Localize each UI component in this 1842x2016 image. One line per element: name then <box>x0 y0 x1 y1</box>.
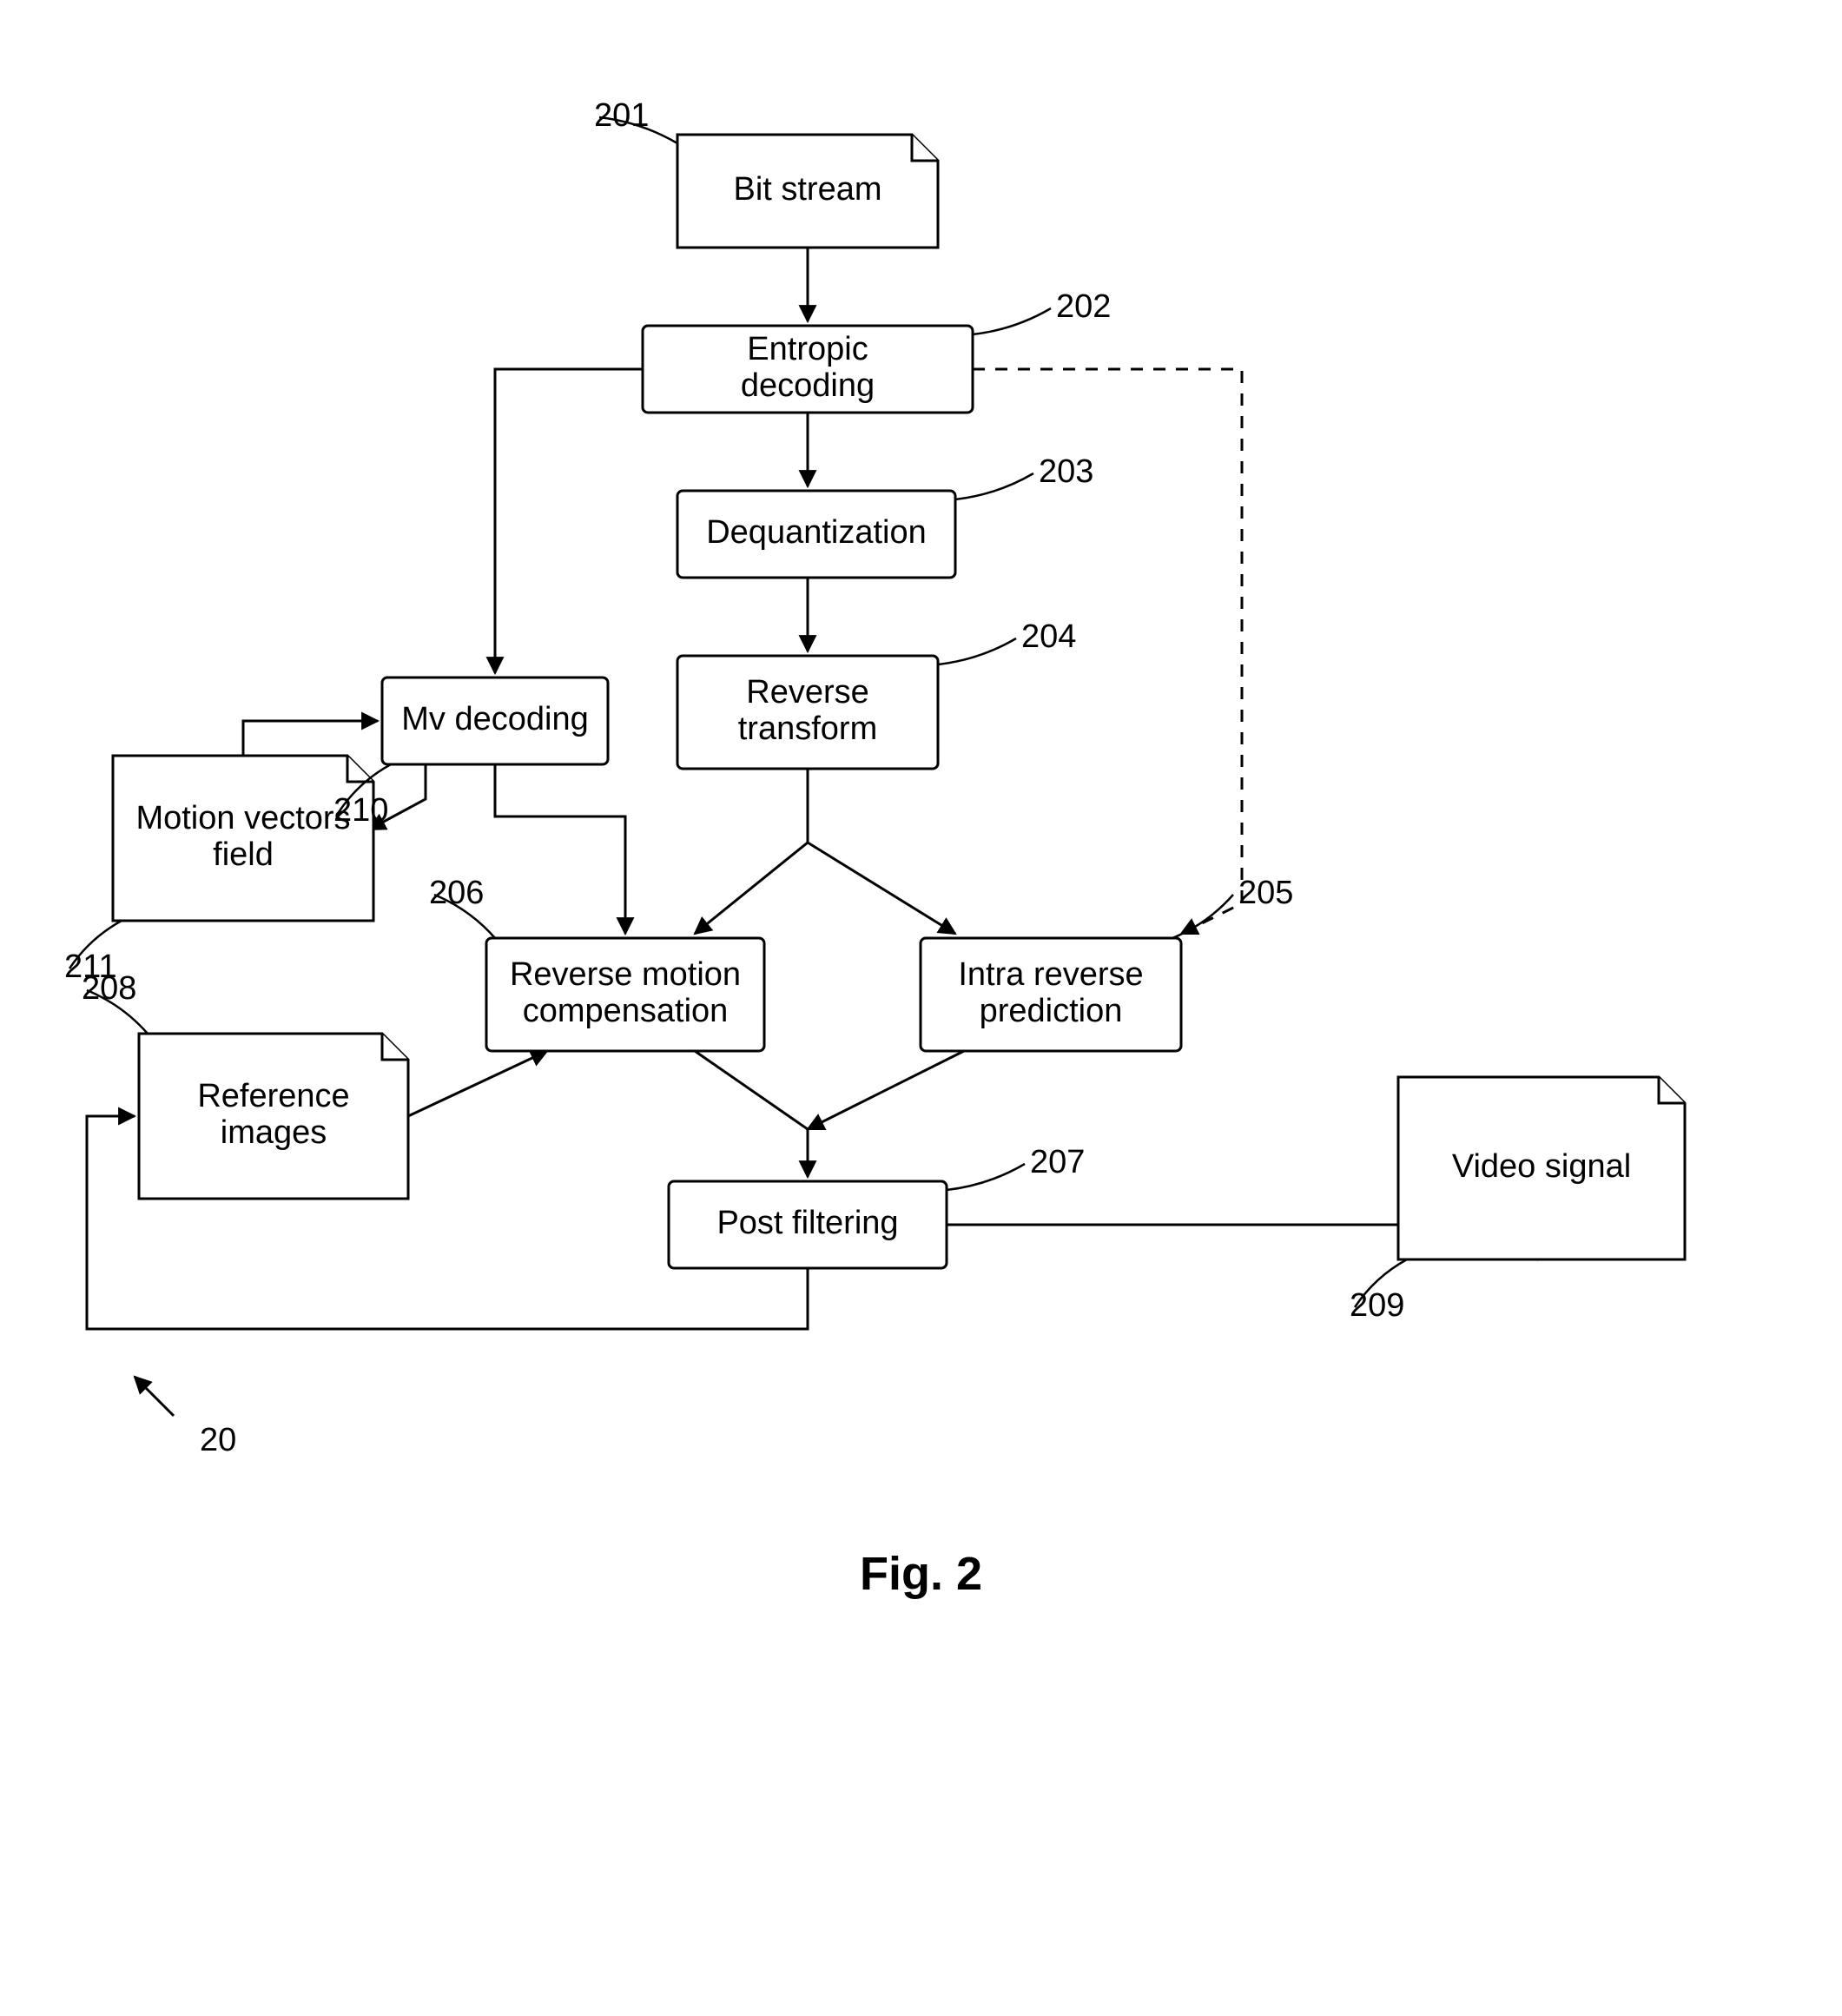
svg-text:decoding: decoding <box>741 367 875 404</box>
revmotion-ref-label: 206 <box>429 875 484 911</box>
mvdec-ref-label: 210 <box>333 792 388 829</box>
postfilt-ref-label: 207 <box>1030 1144 1085 1180</box>
entropic-ref-connector <box>973 308 1051 334</box>
arrow-3 <box>695 769 808 934</box>
arrow-15 <box>973 369 1242 934</box>
revtrans-ref-label: 204 <box>1021 618 1076 655</box>
svg-text:prediction: prediction <box>980 993 1123 1029</box>
svg-text:Video signal: Video signal <box>1452 1148 1631 1185</box>
figure-label: Fig. 2 <box>860 1548 982 1600</box>
svg-text:Bit stream: Bit stream <box>733 171 881 208</box>
arrow-7 <box>495 369 643 673</box>
arrow-6 <box>808 1051 964 1129</box>
svg-text:compensation: compensation <box>523 993 729 1029</box>
svg-text:Intra reverse: Intra reverse <box>958 956 1143 993</box>
arrow-5 <box>695 1051 808 1177</box>
svg-text:field: field <box>213 836 274 873</box>
system-ref-label: 20 <box>200 1422 236 1458</box>
svg-text:Mv decoding: Mv decoding <box>401 701 588 737</box>
svg-text:Post filtering: Post filtering <box>716 1205 898 1241</box>
arrow-11 <box>243 721 378 756</box>
svg-text:Reverse: Reverse <box>746 674 869 711</box>
entropic-ref-label: 202 <box>1056 288 1111 325</box>
refimg-doc-fold <box>382 1034 408 1060</box>
arrow-4 <box>808 843 955 934</box>
bit-stream-doc-fold <box>912 135 938 161</box>
svg-text:Reference: Reference <box>197 1078 349 1114</box>
intra-ref-label: 205 <box>1238 875 1293 911</box>
video-ref-label: 209 <box>1350 1287 1404 1324</box>
bit-stream-ref-label: 201 <box>594 97 649 134</box>
mvfield-ref-label: 211 <box>64 949 117 985</box>
arrow-9 <box>408 1051 547 1116</box>
svg-text:images: images <box>221 1114 327 1151</box>
arrow-8 <box>495 764 625 934</box>
dequant-ref-label: 203 <box>1039 453 1093 490</box>
revtrans-ref-connector <box>938 638 1016 664</box>
svg-text:Dequantization: Dequantization <box>706 514 927 551</box>
svg-text:Reverse motion: Reverse motion <box>510 956 741 993</box>
svg-text:transform: transform <box>738 711 877 747</box>
dequant-ref-connector <box>955 473 1033 499</box>
system-ref-arrow <box>135 1377 174 1416</box>
intra-ref-connector <box>1172 895 1233 938</box>
postfilt-ref-connector <box>947 1164 1025 1190</box>
video-doc-fold <box>1659 1077 1685 1103</box>
svg-text:Motion vectors: Motion vectors <box>135 800 350 836</box>
svg-text:Entropic: Entropic <box>747 331 868 367</box>
